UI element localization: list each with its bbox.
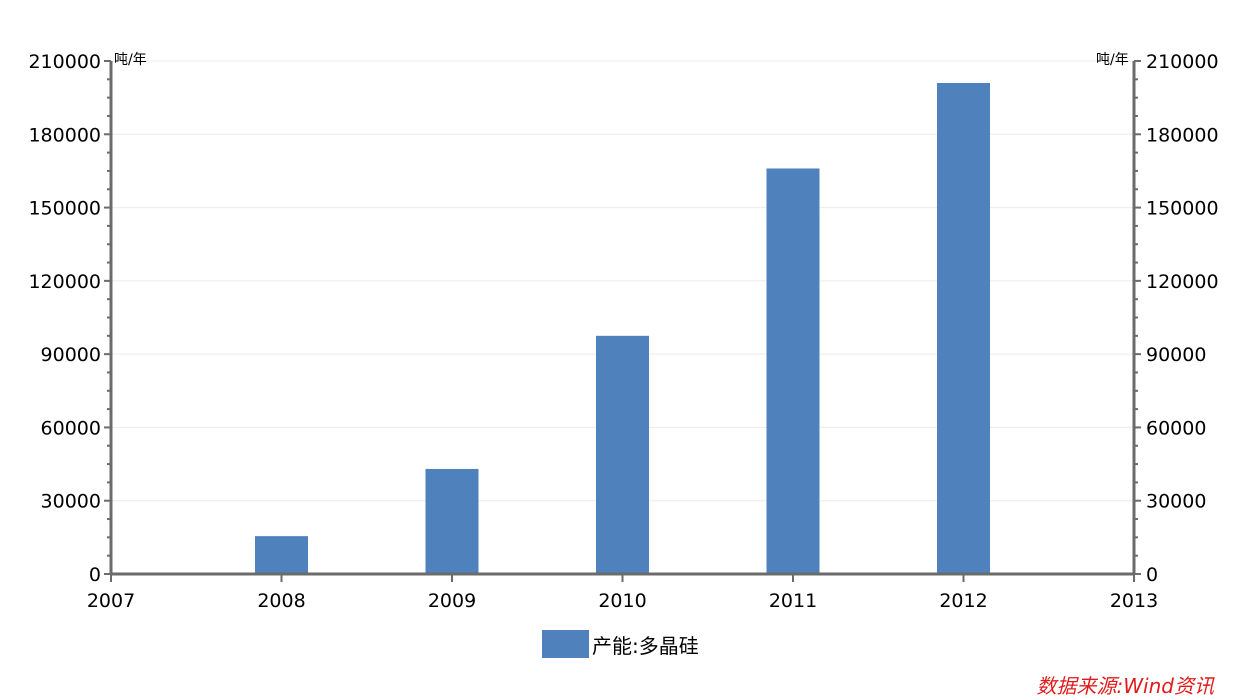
y-right-tick-label: 30000 [1146,491,1206,513]
y-right-tick-label: 120000 [1146,271,1219,293]
y-left-tick-label: 60000 [41,417,101,439]
x-tick-label: 2009 [428,590,476,612]
bar [766,168,820,574]
x-tick-label: 2007 [87,590,135,612]
y-right-tick-label: 90000 [1146,344,1206,366]
x-tick-label: 2010 [598,590,646,612]
y-right-tick-label: 180000 [1146,124,1219,146]
axes [104,60,1141,582]
labels: 吨/年 吨/年 0 0 30000 30000 60000 60000 90000 90000… [28,51,1218,612]
source-note: 数据来源:Wind资讯 [1036,674,1214,698]
y-left-tick-label: 30000 [41,491,101,513]
y-left-tick-label: 150000 [28,198,101,220]
bar [255,536,308,574]
y-right-tick-label: 0 [1146,564,1158,586]
y-left-tick-label: 210000 [28,51,101,73]
y-left-tick-label: 120000 [28,271,101,293]
y-left-tick-label: 90000 [41,344,101,366]
y-unit-left: 吨/年 [114,52,147,68]
x-tick-label: 2012 [939,590,987,612]
y-left-tick-label: 0 [89,564,101,586]
x-tick-label: 2008 [257,590,305,612]
legend: 产能:多晶硅 [542,630,699,658]
bar [425,468,479,574]
x-tick-label: 2013 [1110,590,1158,612]
y-right-tick-label: 150000 [1146,198,1219,220]
bar [596,335,649,574]
legend-swatch [542,630,589,658]
legend-label: 产能:多晶硅 [592,633,699,658]
x-tick-label: 2011 [769,590,817,612]
y-right-tick-label: 210000 [1146,51,1219,73]
y-unit-right: 吨/年 [1096,52,1129,68]
y-right-tick-label: 60000 [1146,417,1206,439]
y-left-tick-label: 180000 [28,124,101,146]
bar [937,82,990,574]
bars [255,82,990,574]
